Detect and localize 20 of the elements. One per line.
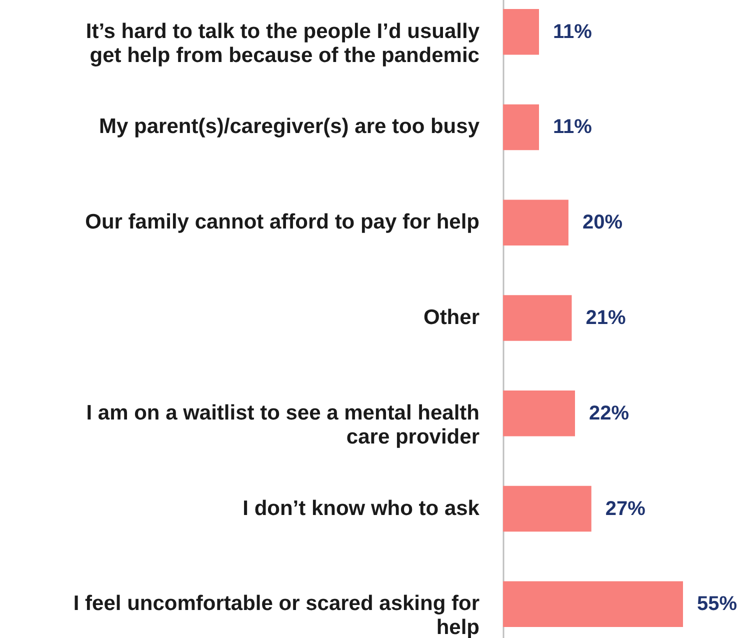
- bar: [503, 581, 683, 628]
- y-tick-label: It’s hard to talk to the people I’d usually get help from because of the pandemic: [86, 20, 480, 67]
- y-tick-label: I don’t know who to ask: [242, 496, 480, 520]
- y-tick-label: My parent(s)/caregiver(s) are too busy: [99, 115, 480, 138]
- y-tick-label: Other: [423, 306, 480, 329]
- bar: [503, 486, 592, 532]
- data-label: 20%: [582, 212, 623, 234]
- bar: [503, 295, 572, 341]
- y-tick-label: Our family cannot afford to pay for help: [85, 210, 480, 234]
- data-label: 21%: [586, 307, 626, 329]
- bar: [503, 8, 539, 55]
- data-label: 55%: [697, 593, 738, 616]
- data-label: 22%: [589, 402, 630, 424]
- data-label: 11%: [553, 116, 592, 138]
- bar: [503, 104, 539, 150]
- data-label: 11%: [553, 20, 592, 43]
- y-tick-label: I am on a waitlist to see a mental health care provider: [86, 401, 480, 448]
- bar: [503, 200, 568, 246]
- data-label: 27%: [605, 498, 646, 520]
- bar: [503, 390, 575, 436]
